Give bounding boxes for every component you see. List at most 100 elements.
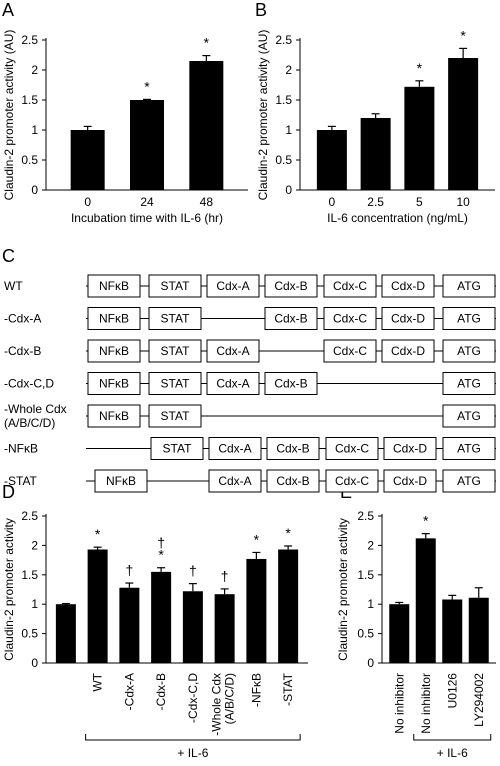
panel-letter-a: A [2, 0, 14, 20]
chart-e: 0 0.5 1 1.5 2 2.5 Claudin-2 promoter activity N… [336, 509, 496, 760]
b-significance-mark: * [417, 60, 423, 76]
b-bar [448, 58, 479, 190]
construct-label: -Cdx-B [4, 344, 41, 358]
construct-element-label: ATG [457, 279, 481, 293]
d-bar [182, 591, 203, 663]
e-y-tick-label: 2.5 [357, 509, 374, 523]
b-significance-mark: * [460, 27, 466, 43]
construct-element-label: STAT [161, 409, 191, 423]
d-bar [55, 604, 76, 663]
construct-element-box [442, 372, 496, 395]
d-bar [278, 549, 299, 663]
d-x-tick-label: -Cdx-C,D [186, 673, 200, 723]
e-bar [468, 597, 489, 663]
construct-element-box [150, 437, 204, 460]
d-y-tick-label: 2 [31, 538, 38, 552]
construct-element-label: STAT [163, 442, 193, 456]
d-y-tick-label: 0.5 [21, 627, 38, 641]
b-x-axis-label: IL-6 concentration (ng/mL) [327, 211, 468, 225]
d-significance-mark: * [95, 526, 101, 542]
construct-element-label: ATG [457, 377, 481, 391]
panel-letter-b: B [255, 0, 267, 20]
e-y-tick-label: 0.5 [357, 627, 374, 641]
construct-element-box [442, 274, 496, 298]
construct-element-label: Cdx-B [274, 377, 307, 391]
construct-element-box [206, 339, 260, 363]
construct-element-box [381, 307, 435, 330]
e-bar [415, 538, 436, 663]
construct-element-label: Cdx-B [274, 312, 307, 326]
construct-element-box [264, 307, 318, 330]
construct-element-box [266, 469, 320, 493]
b-y-tick-label: 1.5 [275, 93, 292, 107]
d-bar [87, 549, 108, 663]
e-bracket-label: + IL-6 [437, 746, 468, 760]
construct-element-label: NFκB [99, 312, 129, 326]
b-y-tick-label: 0.5 [275, 153, 292, 167]
d-y-axis-label: Claudin-2 promoter activity [2, 518, 16, 661]
a-x-tick-label: 24 [140, 195, 154, 209]
d-x-tick-label: -STAT [281, 672, 295, 706]
construct-element-box [381, 274, 435, 298]
e-bar [442, 599, 463, 663]
d-bar [246, 558, 267, 663]
b-y-tick-label: 2 [285, 63, 292, 77]
construct-element-box [206, 372, 260, 395]
construct-element-box [383, 437, 437, 460]
construct-element-label: NFκB [99, 409, 129, 423]
d-x-tick-label: (A/B/C/D) [223, 673, 237, 724]
construct-element-box [87, 307, 141, 330]
construct-element-box [148, 339, 202, 363]
a-y-tick-label: 1.5 [21, 93, 38, 107]
e-y-tick-label: 1 [367, 597, 374, 611]
d-significance-mark: † [221, 568, 229, 584]
construct-element-label: Cdx-C [335, 442, 369, 456]
d-bar [214, 594, 235, 663]
construct-element-box [148, 404, 202, 428]
a-x-tick-label: 48 [200, 195, 214, 209]
e-bracket [413, 734, 492, 741]
construct-element-box [442, 437, 496, 460]
chart-b: 0 0.5 1 1.5 2 2.5 Claudin-2 promoter activity … [256, 27, 495, 225]
a-x-axis-label: Incubation time with IL-6 (hr) [71, 211, 223, 225]
construct-element-box [442, 339, 496, 363]
b-bar [360, 118, 391, 190]
construct-element-box [264, 372, 318, 395]
b-y-tick-label: 0 [285, 183, 292, 197]
construct-element-box [148, 372, 202, 395]
d-significance-mark: † [125, 562, 133, 578]
e-significance-mark: * [423, 513, 429, 529]
e-x-tick-label: U0126 [445, 673, 459, 709]
construct-element-label: ATG [457, 312, 481, 326]
b-y-tick-label: 2.5 [275, 33, 292, 47]
construct-element-label: Cdx-D [393, 474, 427, 488]
construct-element-label: Cdx-A [216, 279, 249, 293]
construct-element-label: Cdx-D [391, 279, 425, 293]
construct-element-box [442, 307, 496, 330]
e-x-tick-label: No inhibitor [419, 673, 433, 734]
construct-element-label: STAT [161, 377, 191, 391]
construct-element-label: Cdx-C [333, 279, 367, 293]
construct-element-box [381, 339, 435, 363]
d-y-tick-label: 1.5 [21, 568, 38, 582]
construct-element-box [325, 469, 379, 493]
construct-element-label: Cdx-B [274, 279, 307, 293]
construct-element-label: Cdx-D [393, 442, 427, 456]
construct-element-box [323, 274, 377, 298]
construct-element-label: Cdx-A [218, 474, 251, 488]
construct-element-box [323, 339, 377, 363]
a-y-axis-label: Claudin-2 promoter activity (AU) [2, 30, 16, 201]
construct-element-box [442, 404, 496, 428]
b-y-axis-label: Claudin-2 promoter activity (AU) [256, 30, 270, 201]
e-y-axis-label: Claudin-2 promoter activity [336, 518, 350, 661]
d-significance-mark: * [285, 525, 291, 541]
construct-element-box [325, 437, 379, 460]
b-x-tick-label: 10 [456, 195, 470, 209]
e-x-tick-label: No inhibitor [392, 673, 406, 734]
construct-element-box [87, 404, 141, 428]
e-x-tick-label: LY294002 [472, 673, 486, 727]
construct-element-label: ATG [457, 442, 481, 456]
e-y-tick-label: 2 [367, 538, 374, 552]
construct-label: -Whole Cdx [4, 402, 67, 416]
